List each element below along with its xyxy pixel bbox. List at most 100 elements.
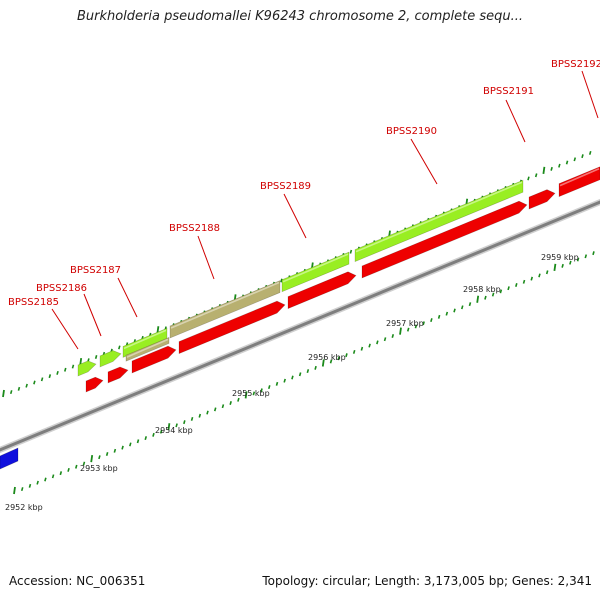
minor-tick xyxy=(159,429,163,434)
minor-tick xyxy=(329,359,333,364)
minor-tick xyxy=(260,388,263,393)
minor-tick xyxy=(40,377,44,382)
kbp-label: 2956 kbp xyxy=(308,353,346,362)
reverse-gene xyxy=(558,166,600,198)
minor-tick xyxy=(82,461,86,466)
other-gene xyxy=(0,447,19,470)
gene-label-bpss2190[interactable]: BPSS2190 xyxy=(386,126,437,137)
minor-tick xyxy=(550,166,553,171)
major-tick xyxy=(2,389,5,398)
gene-label-bpss2188[interactable]: BPSS2188 xyxy=(169,223,220,234)
forward-gene xyxy=(281,251,350,293)
minor-tick xyxy=(190,416,194,421)
reverse-gene xyxy=(131,345,177,374)
kbp-label: 2952 kbp xyxy=(5,503,43,512)
minor-tick xyxy=(314,365,317,370)
minor-tick xyxy=(44,477,47,482)
minor-tick xyxy=(267,385,271,390)
minor-tick xyxy=(460,305,464,310)
minor-tick xyxy=(105,452,109,456)
forward-gene xyxy=(99,350,122,368)
label-leader-line xyxy=(505,99,526,143)
reverse-gene xyxy=(361,200,528,279)
minor-tick xyxy=(468,302,472,307)
minor-tick xyxy=(74,464,78,469)
minor-tick xyxy=(534,173,538,178)
forward-gene-highlight xyxy=(126,338,169,358)
tick-track-lower xyxy=(13,251,595,495)
minor-tick xyxy=(561,263,564,268)
minor-tick xyxy=(136,439,140,444)
minor-tick xyxy=(71,364,75,369)
minor-tick xyxy=(283,378,286,383)
kbp-label: 2954 kbp xyxy=(155,426,193,435)
forward-gene xyxy=(125,336,170,362)
minor-tick xyxy=(121,445,124,450)
major-tick xyxy=(476,295,480,303)
minor-tick xyxy=(383,337,387,342)
gene-label-bpss2192[interactable]: BPSS2192 xyxy=(551,59,600,70)
minor-tick xyxy=(391,334,395,338)
forward-gene xyxy=(169,280,281,339)
minor-tick xyxy=(252,391,256,396)
gene-label-bpss2189[interactable]: BPSS2189 xyxy=(260,181,311,192)
major-tick xyxy=(13,486,16,495)
minor-tick xyxy=(352,349,356,354)
minor-tick xyxy=(129,442,132,447)
minor-tick xyxy=(337,356,341,361)
minor-tick xyxy=(59,471,63,476)
minor-tick xyxy=(48,374,52,379)
status-footer: Accession: NC_006351 Topology: circular;… xyxy=(0,572,600,592)
label-leader-line xyxy=(283,193,307,239)
minor-tick xyxy=(118,345,121,350)
minor-tick xyxy=(36,480,39,485)
forward-gene-highlight xyxy=(123,329,167,350)
minor-tick xyxy=(20,487,24,492)
chromosome-backbone xyxy=(0,198,600,454)
minor-tick xyxy=(538,273,541,278)
gene-label-bpss2191[interactable]: BPSS2191 xyxy=(483,86,534,97)
reverse-gene xyxy=(85,376,104,393)
minor-tick xyxy=(406,327,410,332)
forward-gene xyxy=(77,360,97,377)
minor-tick xyxy=(507,286,510,291)
major-tick xyxy=(244,391,248,399)
forward-gene-highlight xyxy=(170,281,280,329)
minor-tick xyxy=(491,292,495,297)
label-leaders xyxy=(51,70,599,350)
minor-tick xyxy=(113,448,117,453)
minor-tick xyxy=(51,474,55,479)
position-labels: 2952 kbp 2953 kbp 2954 kbp 2955 kbp 2956… xyxy=(5,253,579,512)
kbp-label: 2957 kbp xyxy=(386,319,424,328)
minor-tick xyxy=(565,160,569,165)
minor-tick xyxy=(545,270,549,275)
accession-text: Accession: NC_006351 xyxy=(9,574,146,588)
forward-gene-highlight xyxy=(282,253,349,283)
minor-tick xyxy=(588,150,592,155)
minor-tick xyxy=(445,311,449,316)
minor-tick xyxy=(345,353,348,358)
minor-tick xyxy=(183,420,186,425)
minor-tick xyxy=(221,404,225,409)
gene-label-bpss2187[interactable]: BPSS2187 xyxy=(70,265,121,276)
minor-tick xyxy=(484,295,487,300)
major-tick xyxy=(542,166,546,174)
kbp-label: 2958 kbp xyxy=(463,285,501,294)
minor-tick xyxy=(291,375,294,380)
label-leader-line xyxy=(117,277,138,318)
sequence-summary: Topology: circular; Length: 3,173,005 bp… xyxy=(262,574,592,588)
gene-label-bpss2185[interactable]: BPSS2185 xyxy=(8,297,59,308)
reverse-gene xyxy=(178,300,286,355)
major-tick xyxy=(156,326,160,334)
minor-tick xyxy=(522,279,526,284)
minor-tick xyxy=(198,413,202,418)
minor-tick xyxy=(67,467,70,472)
gene-label-bpss2186[interactable]: BPSS2186 xyxy=(36,283,87,294)
reverse-gene xyxy=(287,271,357,310)
forward-gene xyxy=(354,179,524,263)
minor-tick xyxy=(98,455,101,460)
minor-tick xyxy=(298,372,302,377)
minor-tick xyxy=(376,340,379,345)
minor-tick xyxy=(17,386,21,391)
